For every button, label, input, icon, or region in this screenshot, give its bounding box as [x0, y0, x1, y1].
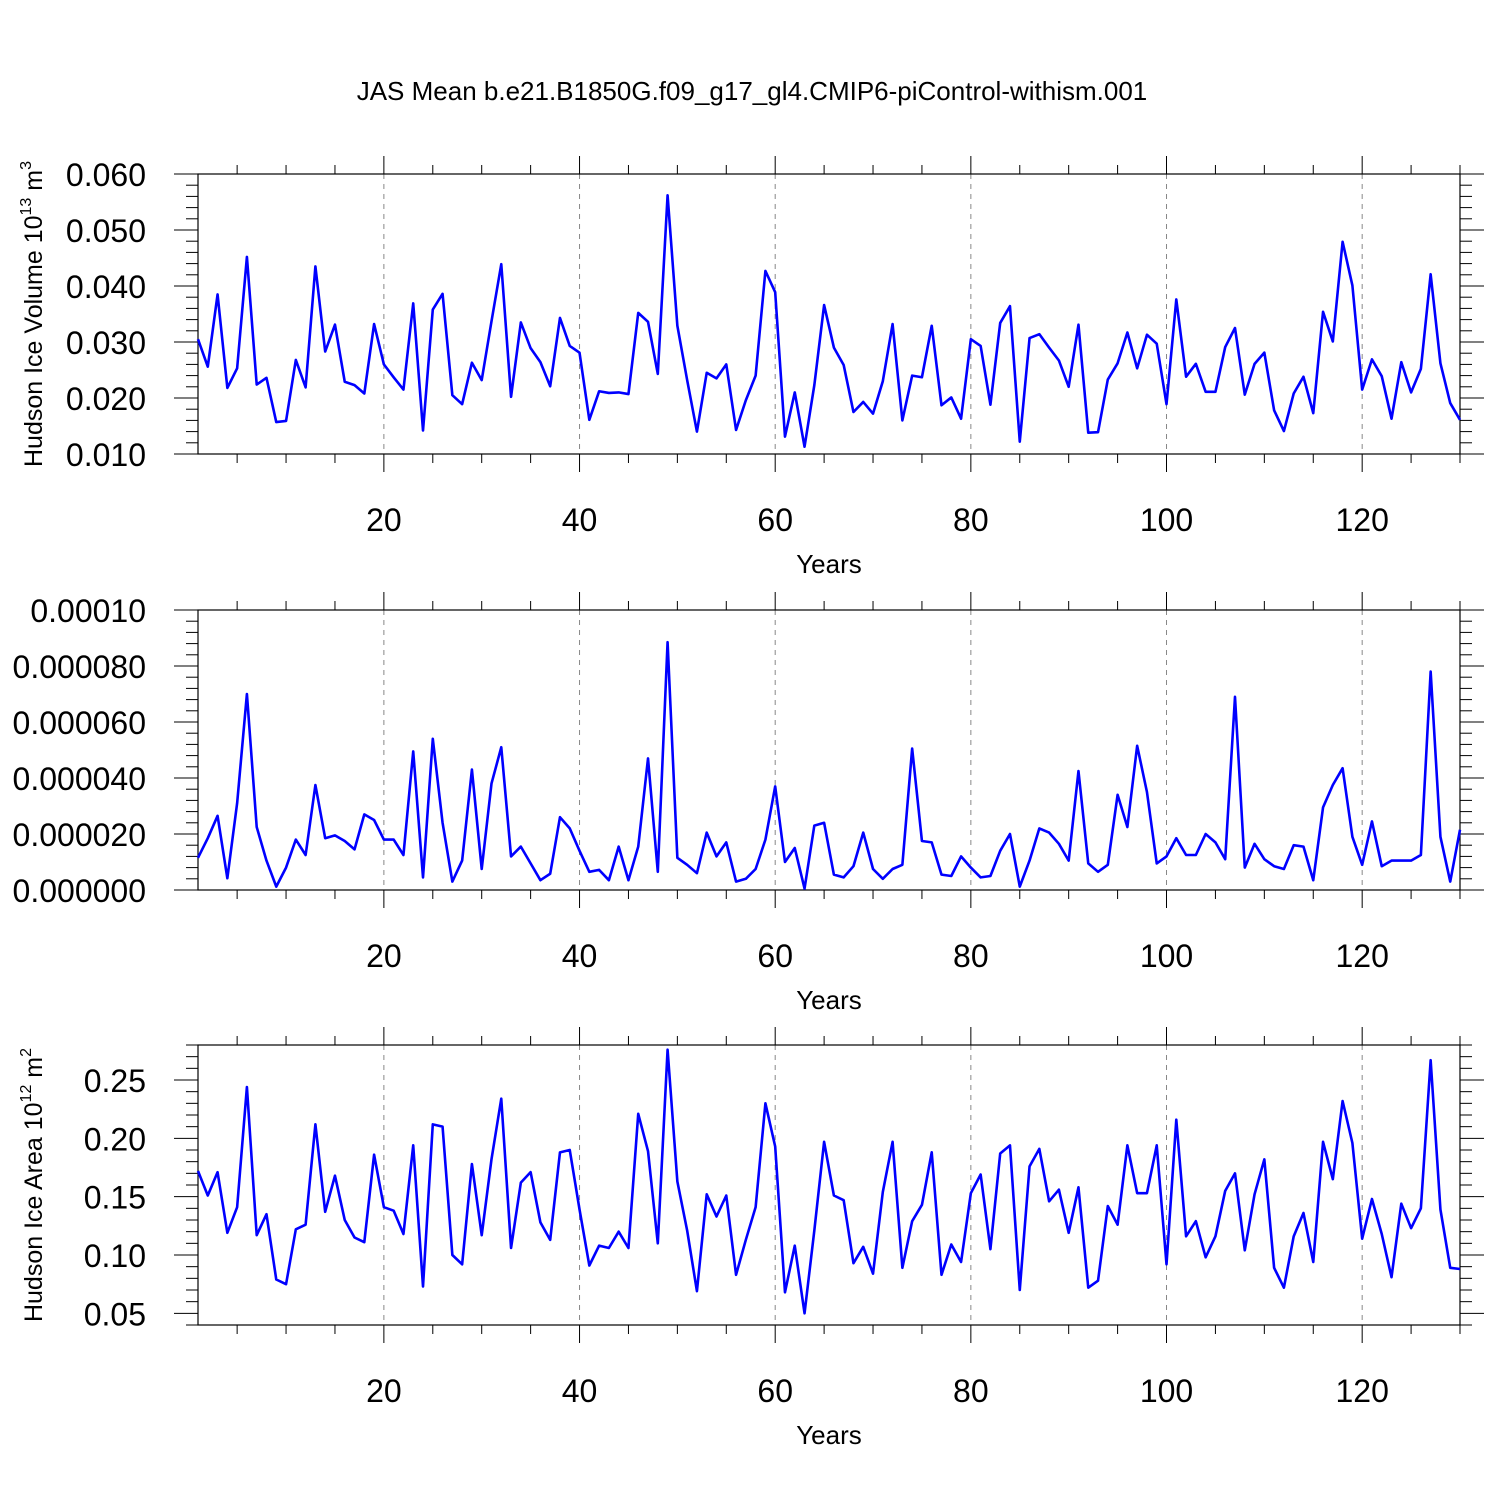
y-axis-label: Hudson Ice Area 1012 m2 [18, 1048, 48, 1322]
y-tick-label-2: 0.10 [84, 1238, 146, 1274]
x-tick-label-3: 60 [757, 502, 793, 538]
x-tick-label-4: 80 [953, 1373, 989, 1409]
y-tick-label-6: 0.00010 [30, 593, 146, 629]
panels: 0.010 0.020 0.030 0.040 0.050 0.060 20 40 60 80 10… [13, 156, 1484, 1450]
x-tick-label-3: 60 [757, 1373, 793, 1409]
panel-3: 0.05 0.10 0.15 0.20 0.25 20 40 60 80 100 120 Years H… [18, 1027, 1484, 1450]
y-axis-label-text: Hudson Ice Area 10 [20, 1102, 48, 1322]
y-tick-label-4: 0.20 [84, 1121, 146, 1157]
x-axis-label: Years [796, 1420, 862, 1450]
y-tick-label-5: 0.25 [84, 1063, 146, 1099]
x-tick-label-3: 60 [757, 938, 793, 974]
y-axis-label-exponent: 13 [18, 198, 35, 216]
y-tick-label-4: 0.000060 [13, 705, 146, 741]
x-tick-label-1: 20 [366, 1373, 402, 1409]
y-axis-label-text: Hudson Ice Volume 10 [20, 215, 48, 467]
y-tick-label-3: 0.15 [84, 1180, 146, 1216]
plot-frame [197, 173, 1461, 455]
series-line-1 [196, 640, 1462, 890]
plot-frame [197, 609, 1461, 891]
y-tick-label-5: 0.050 [66, 213, 146, 249]
y-tick-label-1: 0.010 [66, 437, 146, 473]
y-tick-label-4: 0.040 [66, 269, 146, 305]
x-tick-label-5: 100 [1140, 938, 1193, 974]
y-tick-label-2: 0.000020 [13, 817, 146, 853]
panel-1: 0.010 0.020 0.030 0.040 0.050 0.060 20 40 60 80 10… [18, 156, 1484, 579]
y-axis-label-exponent: 12 [18, 1085, 35, 1103]
x-tick-label-2: 40 [562, 1373, 598, 1409]
y-tick-label-1: 0.000000 [13, 873, 146, 909]
x-tick-label-2: 40 [562, 502, 598, 538]
x-tick-label-6: 120 [1335, 938, 1388, 974]
x-tick-label-4: 80 [953, 502, 989, 538]
x-tick-label-1: 20 [366, 938, 402, 974]
x-tick-label-5: 100 [1140, 1373, 1193, 1409]
series-line-1 [196, 1048, 1461, 1315]
x-axis-label: Years [796, 985, 862, 1015]
y-axis-label-unit: m [20, 1057, 48, 1085]
x-tick-label-6: 120 [1335, 1373, 1388, 1409]
y-axis-label: Hudson Ice Volume 1013 m3 [18, 161, 48, 467]
plot-frame [197, 1044, 1461, 1326]
panel-2: 0.000000 0.000020 0.000040 0.000060 0.000080… [13, 592, 1484, 1015]
y-tick-label-2: 0.020 [66, 381, 146, 417]
x-tick-label-6: 120 [1335, 502, 1388, 538]
y-axis-label-unit-exponent: 2 [18, 1048, 35, 1057]
y-axis-label-unit-exponent: 3 [18, 161, 35, 170]
series-line-1 [196, 193, 1462, 449]
y-tick-label-5: 0.000080 [13, 649, 146, 685]
x-tick-label-4: 80 [953, 938, 989, 974]
y-axis-label-unit: m [20, 170, 48, 198]
figure-title: JAS Mean b.e21.B1850G.f09_g17_gl4.CMIP6-… [357, 76, 1148, 106]
y-tick-label-3: 0.030 [66, 325, 146, 361]
x-axis-label: Years [796, 549, 862, 579]
y-tick-label-6: 0.060 [66, 157, 146, 193]
y-tick-label-1: 0.05 [84, 1296, 146, 1332]
x-tick-label-1: 20 [366, 502, 402, 538]
y-tick-label-3: 0.000040 [13, 761, 146, 797]
x-tick-label-2: 40 [562, 938, 598, 974]
x-tick-label-5: 100 [1140, 502, 1193, 538]
